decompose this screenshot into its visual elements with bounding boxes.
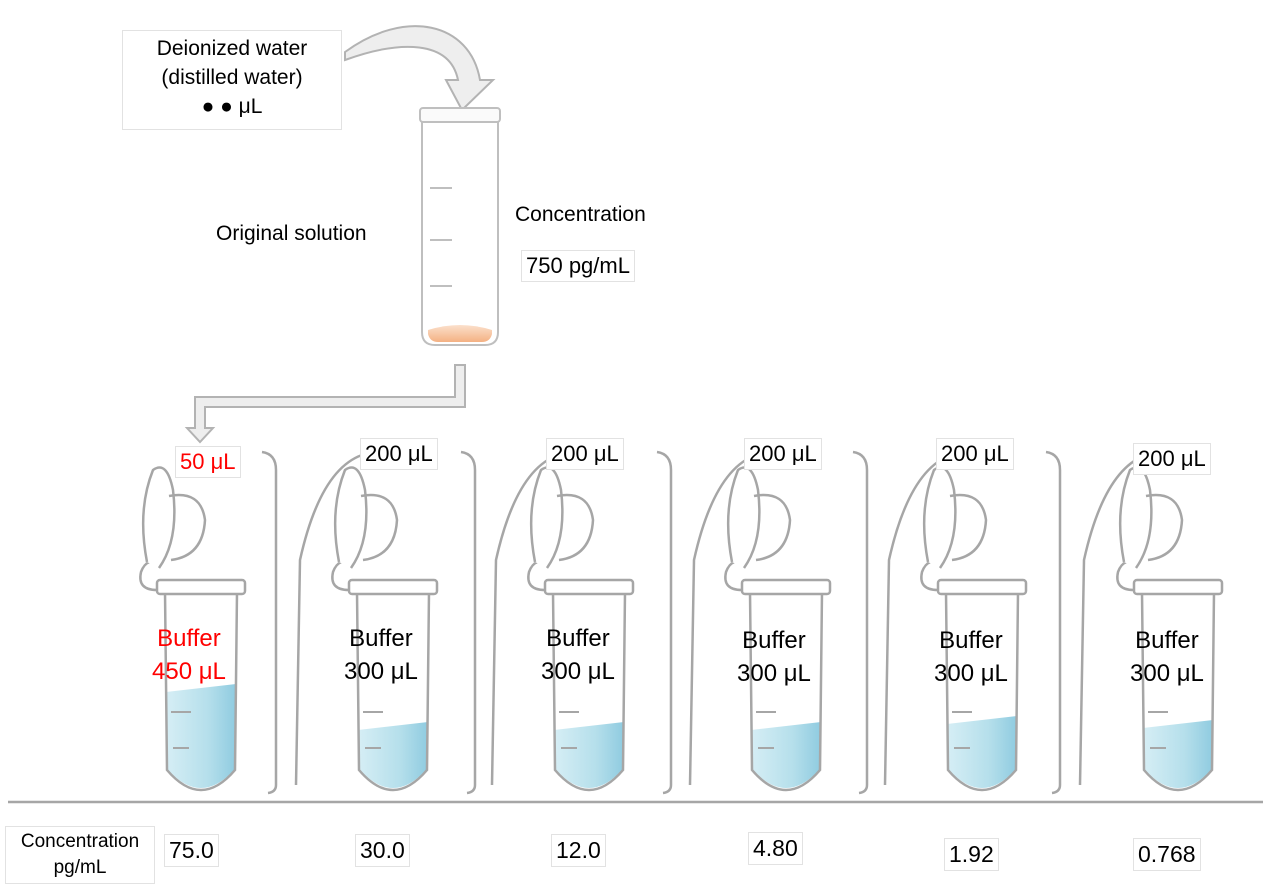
pour-arrow (344, 25, 496, 112)
buffer-label-1: Buffer 450 μL (152, 622, 226, 688)
tube-row (139, 466, 1224, 792)
buffer-volume: 300 μL (344, 658, 418, 685)
original-concentration-value: 750 pg/mL (521, 250, 635, 282)
buffer-text: Buffer (546, 625, 610, 652)
transfer-volume-1: 50 μL (175, 446, 241, 478)
transfer-volume-6: 200 μL (1133, 443, 1211, 475)
buffer-text: Buffer (742, 627, 806, 654)
buffer-text: Buffer (349, 625, 413, 652)
transfer-volume-3: 200 μL (546, 438, 624, 470)
buffer-label-3: Buffer 300 μL (541, 622, 615, 688)
water-line-1: Deionized water (156, 37, 308, 60)
buffer-volume: 300 μL (737, 660, 811, 687)
transfer-volume-5: 200 μL (936, 438, 1014, 470)
buffer-label-6: Buffer 300 μL (1130, 624, 1204, 690)
deionized-water-box: Deionized water (distilled water) ● ● μL (122, 30, 342, 130)
microtube-2 (331, 466, 439, 792)
original-concentration-label: Concentration (515, 203, 646, 226)
water-line-2: (distilled water) (161, 66, 303, 89)
microtube-1 (139, 466, 247, 792)
buffer-label-2: Buffer 300 μL (344, 622, 418, 688)
buffer-volume: 300 μL (934, 660, 1008, 687)
buffer-volume: 300 μL (541, 658, 615, 685)
original-solution-label: Original solution (216, 222, 367, 245)
microtube-3 (527, 466, 635, 792)
concentration-value-6: 0.768 (1133, 838, 1201, 871)
buffer-volume: 450 μL (152, 658, 226, 685)
concentration-row-header: Concentration pg/mL (5, 826, 155, 884)
microtube-4 (724, 466, 832, 792)
microtube-6 (1116, 466, 1224, 792)
water-volume: ● ● μL (201, 95, 263, 118)
concentration-value-5: 1.92 (944, 838, 999, 871)
microtube-5 (920, 466, 1028, 792)
buffer-label-4: Buffer 300 μL (737, 624, 811, 690)
buffer-text: Buffer (157, 625, 221, 652)
original-tube (419, 107, 501, 346)
concentration-value-1: 75.0 (164, 834, 219, 867)
buffer-text: Buffer (1135, 627, 1199, 654)
buffer-label-5: Buffer 300 μL (934, 624, 1008, 690)
transfer-arrow (184, 364, 466, 444)
buffer-volume: 300 μL (1130, 660, 1204, 687)
buffer-text: Buffer (939, 627, 1003, 654)
concentration-value-3: 12.0 (551, 834, 606, 867)
concentration-value-4: 4.80 (748, 832, 803, 865)
row-header-unit: pg/mL (53, 857, 107, 878)
transfer-volume-2: 200 μL (360, 438, 438, 470)
concentration-value-2: 30.0 (355, 834, 410, 867)
transfer-volume-4: 200 μL (744, 438, 822, 470)
row-header-line-1: Concentration (20, 831, 140, 852)
